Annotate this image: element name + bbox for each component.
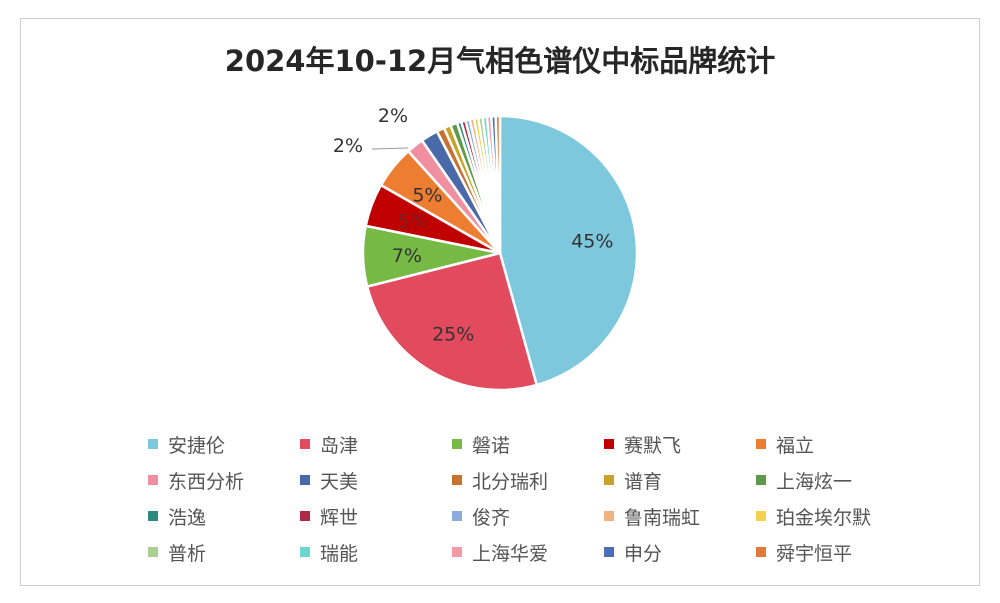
data-label: 5%	[412, 185, 442, 207]
data-label: 45%	[571, 230, 613, 252]
legend-swatch	[604, 511, 614, 521]
legend-swatch	[452, 475, 462, 485]
legend-label: 申分	[624, 542, 663, 565]
legend-swatch	[148, 511, 158, 521]
legend-swatch	[604, 547, 614, 557]
legend-swatch	[604, 475, 614, 485]
legend-label: 谱育	[624, 470, 663, 493]
legend-label: 鲁南瑞虹	[624, 506, 701, 529]
legend-label: 安捷伦	[168, 434, 226, 457]
legend-item: 安捷伦	[148, 430, 300, 458]
legend-item: 鲁南瑞虹	[604, 502, 756, 530]
legend-label: 岛津	[320, 434, 359, 457]
legend-label: 瑞能	[320, 542, 359, 565]
legend-item: 赛默飞	[604, 430, 756, 458]
legend-label: 浩逸	[168, 506, 207, 529]
legend-swatch	[148, 439, 158, 449]
legend-label: 东西分析	[168, 470, 245, 493]
data-label: 7%	[392, 245, 422, 267]
legend-label: 珀金埃尔默	[776, 506, 872, 529]
pie-slice-1	[365, 251, 539, 392]
legend-label: 福立	[776, 434, 815, 457]
legend-swatch	[756, 439, 766, 449]
legend-item: 岛津	[300, 430, 452, 458]
legend-label: 上海华爱	[472, 542, 549, 565]
legend-label: 普析	[168, 542, 207, 565]
legend-swatch	[148, 475, 158, 485]
legend-swatch	[300, 475, 310, 485]
legend-item: 谱育	[604, 466, 756, 494]
legend-swatch	[452, 547, 462, 557]
pie-slice-0	[498, 114, 639, 387]
legend-swatch	[756, 547, 766, 557]
legend-item: 瑞能	[300, 538, 452, 566]
legend-label: 舜宇恒平	[776, 542, 853, 565]
legend-swatch	[604, 439, 614, 449]
legend-item: 辉世	[300, 502, 452, 530]
legend-item: 上海炫一	[756, 466, 908, 494]
legend-swatch	[300, 439, 310, 449]
leader-line	[371, 147, 409, 150]
legend-item: 北分瑞利	[452, 466, 604, 494]
legend-item: 磐诺	[452, 430, 604, 458]
pie-slice-19	[494, 114, 502, 254]
legend-item: 申分	[604, 538, 756, 566]
legend-label: 上海炫一	[776, 470, 853, 493]
legend-swatch	[452, 439, 462, 449]
data-label: 2%	[378, 105, 408, 127]
legend-label: 北分瑞利	[472, 470, 549, 493]
legend-label: 磐诺	[472, 434, 511, 457]
legend-swatch	[300, 547, 310, 557]
data-label: 25%	[432, 324, 474, 346]
legend-item: 珀金埃尔默	[756, 502, 908, 530]
data-label: 5%	[398, 210, 428, 232]
legend-item: 普析	[148, 538, 300, 566]
legend-item: 浩逸	[148, 502, 300, 530]
data-label: 2%	[333, 135, 363, 157]
legend: 安捷伦 岛津 磐诺 赛默飞 福立东西分析 天美 北分瑞利 谱育 上海炫一浩逸 辉世 俊齐 鲁南瑞虹 珀金…	[148, 430, 908, 566]
legend-swatch	[300, 511, 310, 521]
legend-label: 俊齐	[472, 506, 511, 529]
legend-item: 俊齐	[452, 502, 604, 530]
legend-item: 天美	[300, 466, 452, 494]
legend-swatch	[452, 511, 462, 521]
legend-label: 天美	[320, 470, 359, 493]
legend-swatch	[148, 547, 158, 557]
legend-item: 上海华爱	[452, 538, 604, 566]
legend-item: 福立	[756, 430, 908, 458]
legend-swatch	[756, 475, 766, 485]
chart-title: 2024年10-12月气相色谱仪中标品牌统计	[224, 44, 776, 78]
legend-item: 东西分析	[148, 466, 300, 494]
legend-item: 舜宇恒平	[756, 538, 908, 566]
legend-label: 辉世	[320, 506, 359, 529]
legend-swatch	[756, 511, 766, 521]
legend-label: 赛默飞	[624, 434, 682, 457]
